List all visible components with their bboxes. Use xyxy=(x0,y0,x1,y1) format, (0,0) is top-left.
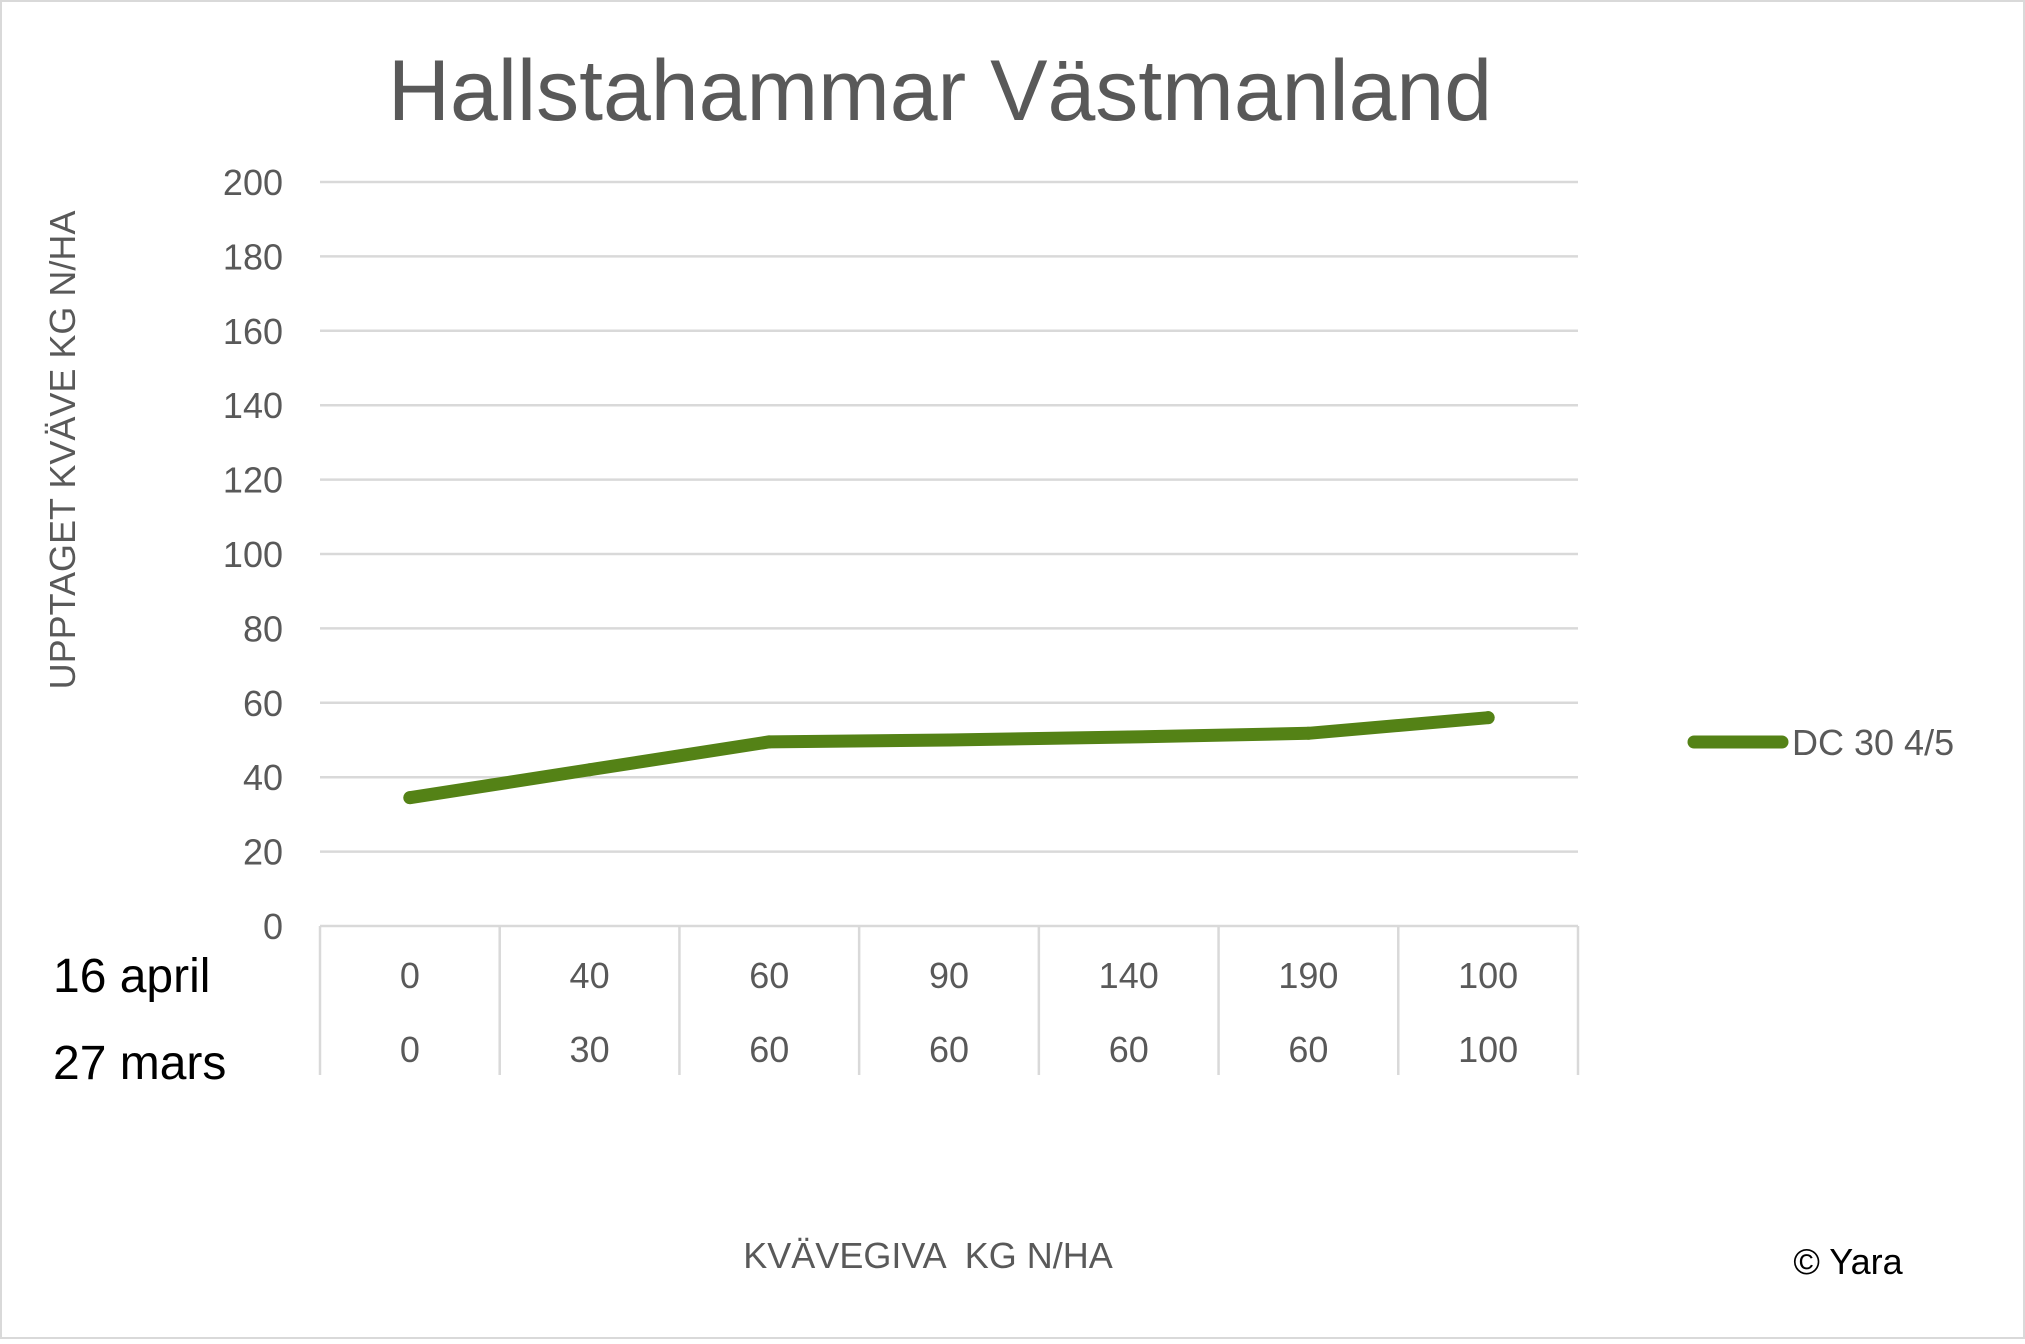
y-axis-title: UPPTAGET KVÄVE KG N/HA xyxy=(42,211,83,690)
y-tick-label: 160 xyxy=(223,311,283,352)
legend-label: DC 30 4/5 xyxy=(1792,722,1954,763)
x-tick-label: 60 xyxy=(1109,1029,1149,1070)
x-tick-label: 0 xyxy=(400,1029,420,1070)
x-tick-label: 40 xyxy=(570,955,610,996)
x-tick-label: 90 xyxy=(929,955,969,996)
chart-title: Hallstahammar Västmanland xyxy=(388,43,1492,139)
category-row-label: 16 april xyxy=(53,950,210,1003)
y-tick-label: 40 xyxy=(243,757,283,798)
x-tick-label: 140 xyxy=(1099,955,1159,996)
y-tick-label: 20 xyxy=(243,832,283,873)
x-tick-label: 190 xyxy=(1278,955,1338,996)
y-tick-labels: 0 20 40 60 80 100 120 140 160 180 200 xyxy=(223,162,283,947)
x-tick-label: 100 xyxy=(1458,955,1518,996)
data-point xyxy=(583,763,597,777)
copyright-text: © Yara xyxy=(1793,1241,1903,1282)
x-tick-label: 60 xyxy=(749,955,789,996)
data-point xyxy=(1122,730,1136,744)
y-tick-label: 60 xyxy=(243,683,283,724)
y-tick-label: 180 xyxy=(223,236,283,277)
y-tick-label: 80 xyxy=(243,608,283,649)
y-tick-label: 120 xyxy=(223,460,283,501)
data-point xyxy=(403,791,417,805)
series-lines xyxy=(403,711,1495,805)
category-table: 16 april 0 40 60 90 140 190 100 27 mars 0 30 60 60 60… xyxy=(53,926,1580,1090)
x-tick-label: 60 xyxy=(929,1029,969,1070)
data-point xyxy=(762,735,776,749)
data-point xyxy=(1301,726,1315,740)
category-row-label: 27 mars xyxy=(53,1037,226,1090)
y-tick-label: 100 xyxy=(223,534,283,575)
x-axis-title: KVÄVEGIVA KG N/HA xyxy=(743,1235,1112,1276)
legend: DC 30 4/5 xyxy=(1687,722,1954,763)
x-tick-label: 100 xyxy=(1458,1029,1518,1070)
data-point xyxy=(1481,711,1495,725)
x-tick-label: 30 xyxy=(570,1029,610,1070)
x-tick-label: 60 xyxy=(749,1029,789,1070)
x-tick-label: 60 xyxy=(1288,1029,1328,1070)
y-tick-label: 200 xyxy=(223,162,283,203)
x-tick-label: 0 xyxy=(400,955,420,996)
y-tick-label: 140 xyxy=(223,385,283,426)
y-tick-label: 0 xyxy=(263,906,283,947)
data-point xyxy=(942,733,956,747)
